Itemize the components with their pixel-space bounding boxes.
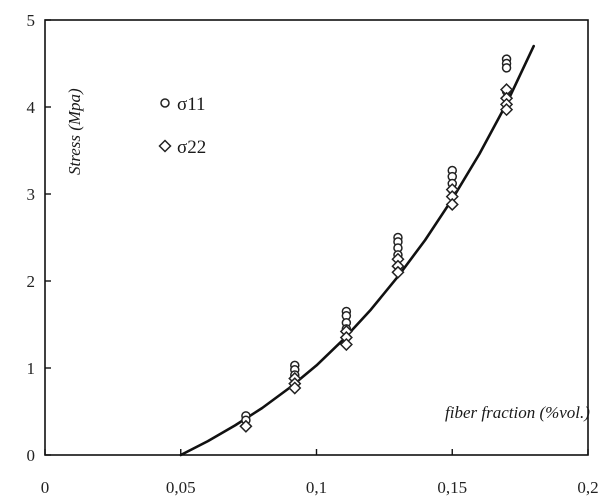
y-tick-label: 0 — [27, 446, 36, 465]
x-tick-label: 0,15 — [437, 478, 467, 497]
data-points-layer — [239, 54, 514, 433]
y-tick-label: 3 — [27, 185, 36, 204]
fit-curve — [179, 44, 535, 457]
sigma22-point — [288, 381, 302, 395]
sigma22-point — [339, 337, 353, 352]
y-tick-label: 2 — [27, 272, 36, 291]
y-axis-ticks: 0 1 2 3 4 5 — [27, 11, 51, 465]
sigma22-point — [499, 103, 514, 117]
sigma22-point — [445, 197, 459, 212]
y-tick-label: 5 — [27, 11, 36, 30]
legend-label: σ22 — [177, 137, 206, 158]
fit-curve-layer — [179, 44, 535, 457]
legend-diamond-marker — [158, 139, 172, 153]
legend: σ11 σ22 — [158, 94, 206, 158]
x-tick-label: 0,05 — [166, 478, 196, 497]
plot-area-frame — [44, 19, 589, 456]
x-tick-label: 0 — [41, 478, 50, 497]
sigma22-point — [239, 419, 253, 433]
sigma11-point — [501, 63, 512, 73]
sigma22-point — [391, 265, 405, 279]
y-tick-label: 1 — [27, 359, 36, 378]
x-axis-ticks: 0 0,05 0,1 0,15 0,2 — [41, 449, 599, 497]
x-axis-label: fiber fraction (%vol.) — [445, 403, 590, 422]
legend-label: σ11 — [177, 94, 206, 115]
x-tick-label: 0,2 — [577, 478, 598, 497]
y-axis-label: Stress (Mpa) — [65, 88, 84, 175]
y-tick-label: 4 — [27, 98, 36, 117]
legend-circle-marker — [160, 98, 170, 108]
x-tick-label: 0,1 — [306, 478, 327, 497]
